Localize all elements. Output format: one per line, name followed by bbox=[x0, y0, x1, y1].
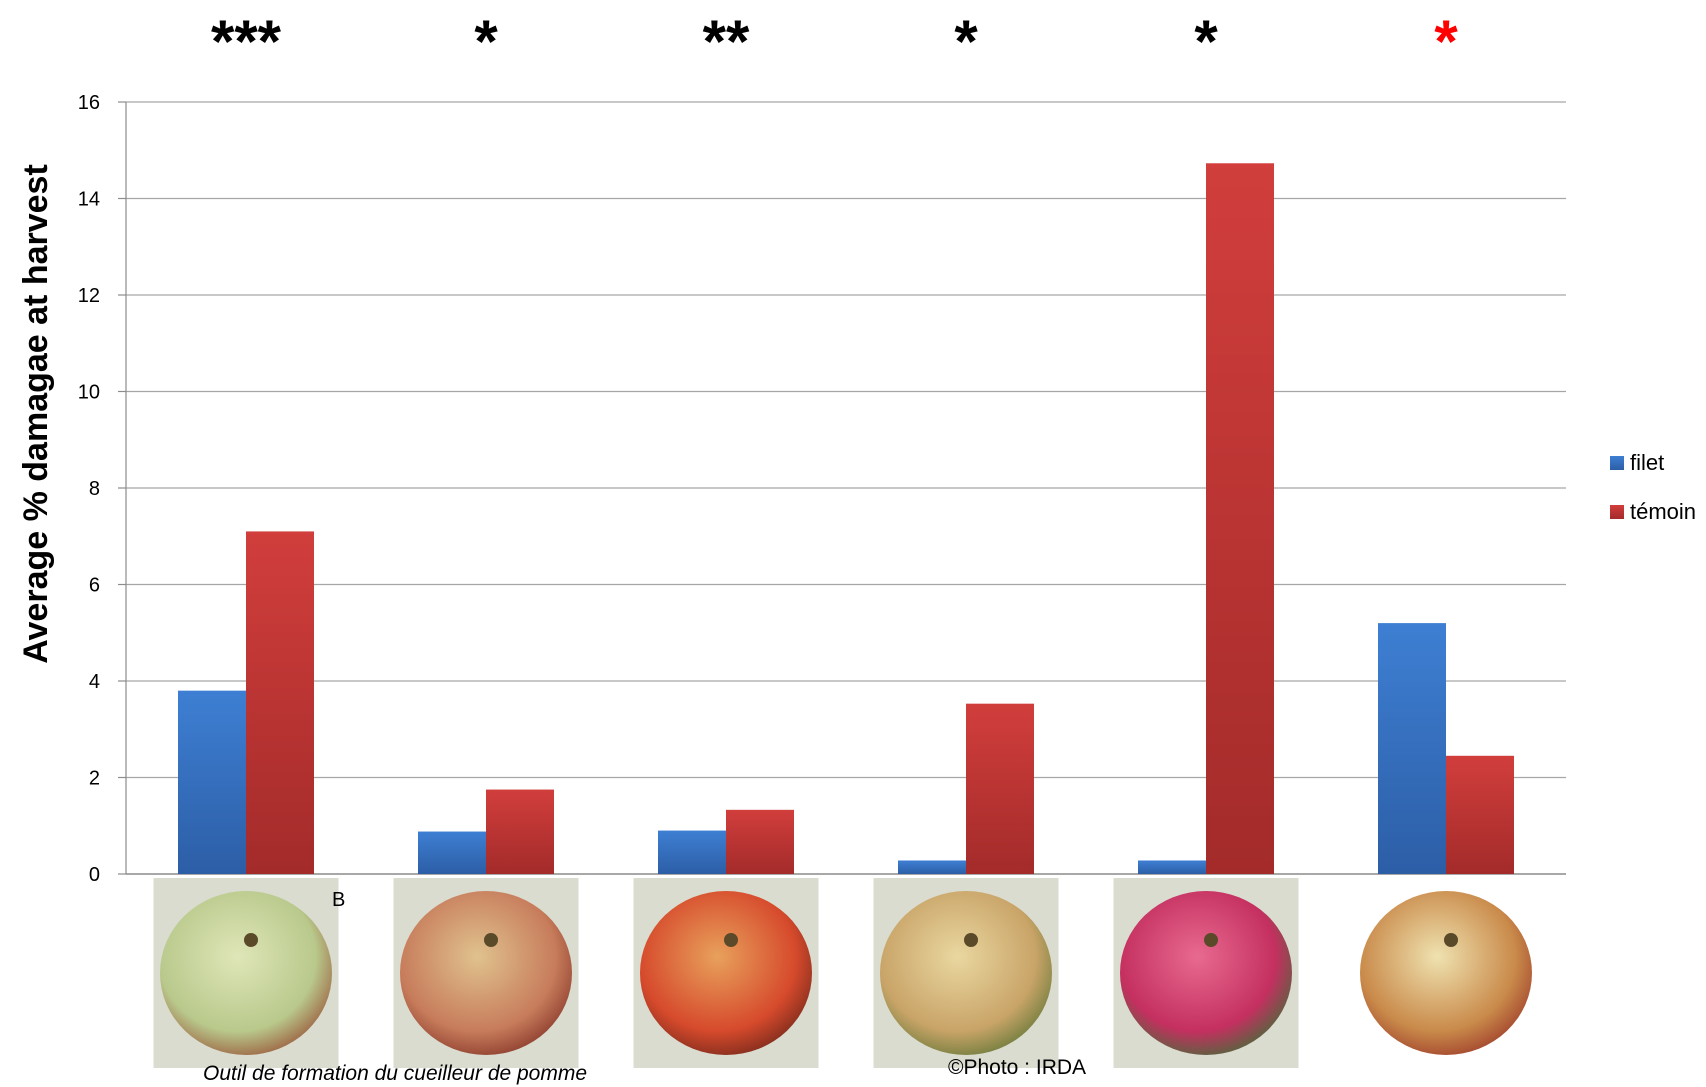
apple-stem bbox=[244, 933, 258, 947]
apple-photo-3 bbox=[633, 878, 819, 1068]
y-tick-label: 6 bbox=[89, 575, 100, 597]
caption-left: Outil de formation du cueilleur de pomme bbox=[203, 1062, 587, 1085]
y-tick-label: 12 bbox=[78, 285, 100, 307]
bar-temoin bbox=[246, 531, 314, 874]
significance-star: *** bbox=[211, 8, 282, 75]
y-axis-label: Average % damagae at harvest bbox=[17, 164, 55, 664]
y-axis-ticks: 0 2 4 6 8 10 12 14 16 bbox=[78, 92, 100, 886]
apple-shape bbox=[640, 891, 812, 1055]
bar-filet bbox=[658, 830, 726, 874]
apple-photo-1 bbox=[153, 878, 339, 1068]
apple-stem bbox=[484, 933, 498, 947]
y-tick-label: 4 bbox=[89, 671, 100, 693]
y-tick-label: 2 bbox=[89, 768, 100, 790]
apple-photo-2 bbox=[393, 878, 579, 1068]
significance-star: * bbox=[1194, 8, 1218, 75]
apple-photos: B bbox=[153, 878, 1539, 1068]
apple-photo-5 bbox=[1113, 878, 1299, 1068]
caption-photo-credit: ©Photo : IRDA bbox=[948, 1056, 1086, 1079]
bar-temoin bbox=[486, 789, 554, 874]
bar-temoin bbox=[1446, 755, 1514, 874]
bar-filet bbox=[178, 690, 246, 874]
significance-star: * bbox=[954, 8, 978, 75]
bars bbox=[178, 163, 1514, 875]
apple-shape bbox=[400, 891, 572, 1055]
significance-star: ** bbox=[703, 8, 750, 75]
legend-swatch-filet bbox=[1610, 456, 1624, 470]
y-tick-label: 0 bbox=[89, 864, 100, 886]
y-tick-label: 10 bbox=[78, 382, 100, 404]
significance-star: * bbox=[1434, 8, 1458, 75]
gridlines bbox=[118, 101, 1566, 875]
apple-photo-6 bbox=[1353, 878, 1539, 1068]
apple-photo-4 bbox=[873, 878, 1059, 1068]
legend: filet témoin bbox=[1610, 450, 1696, 524]
bar-temoin bbox=[966, 703, 1034, 874]
photo-mark: B bbox=[332, 889, 345, 911]
bar-temoin bbox=[1206, 163, 1274, 875]
bar-filet bbox=[1378, 623, 1446, 874]
apple-stem bbox=[964, 933, 978, 947]
significance-markers: *** * ** * * * bbox=[211, 8, 1458, 75]
legend-label-filet: filet bbox=[1630, 450, 1664, 475]
significance-star: * bbox=[474, 8, 498, 75]
y-tick-label: 14 bbox=[78, 189, 100, 211]
apple-stem bbox=[1444, 933, 1458, 947]
bar-filet bbox=[898, 860, 966, 874]
apple-shape bbox=[1360, 891, 1532, 1055]
bar-filet bbox=[418, 831, 486, 874]
y-tick-label: 16 bbox=[78, 92, 100, 114]
apple-shape bbox=[160, 891, 332, 1055]
bar-filet bbox=[1138, 860, 1206, 874]
bar-temoin bbox=[726, 809, 794, 874]
legend-label-temoin: témoin bbox=[1630, 499, 1696, 524]
y-tick-label: 8 bbox=[89, 478, 100, 500]
apple-stem bbox=[724, 933, 738, 947]
legend-swatch-temoin bbox=[1610, 505, 1624, 519]
apple-shape bbox=[880, 891, 1052, 1055]
apple-shape bbox=[1120, 891, 1292, 1055]
apple-stem bbox=[1204, 933, 1218, 947]
